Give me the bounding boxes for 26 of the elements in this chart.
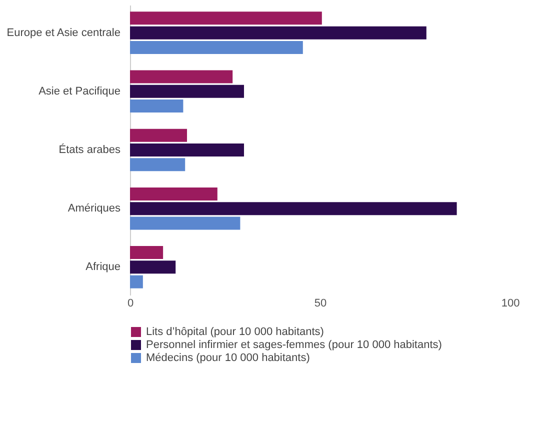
legend-label: Lits d’hôpital (pour 10 000 habitants): [146, 326, 324, 338]
x-tick-label: 50: [314, 298, 327, 310]
bar: [130, 84, 244, 98]
y-tick-label: Amériques: [68, 202, 121, 215]
x-tick-label: 0: [127, 298, 134, 310]
bar: [130, 202, 457, 216]
bar: [130, 144, 244, 156]
bar: [130, 260, 176, 274]
bar: [130, 100, 184, 113]
bar: [130, 12, 322, 25]
bar: [130, 216, 240, 230]
bar: [130, 26, 426, 40]
y-tick-label: Europe et Asie centrale: [6, 26, 120, 39]
y-tick-label: États arabes: [58, 143, 121, 156]
legend-label: Personnel infirmier et sages-femmes (pour 10 000 habitants): [146, 339, 442, 351]
y-tick-label: Asie et Pacifique: [38, 85, 120, 98]
x-tick-label: 100: [501, 298, 520, 310]
bar: [130, 70, 233, 84]
bar: [130, 158, 186, 172]
y-tick-label: Afrique: [86, 261, 120, 274]
bar: [130, 40, 303, 54]
bar: [130, 246, 164, 260]
bar: [130, 275, 143, 288]
bar: [130, 128, 187, 142]
legend-label: Médecins (pour 10 000 habitants): [146, 352, 310, 364]
bar: [130, 187, 218, 200]
